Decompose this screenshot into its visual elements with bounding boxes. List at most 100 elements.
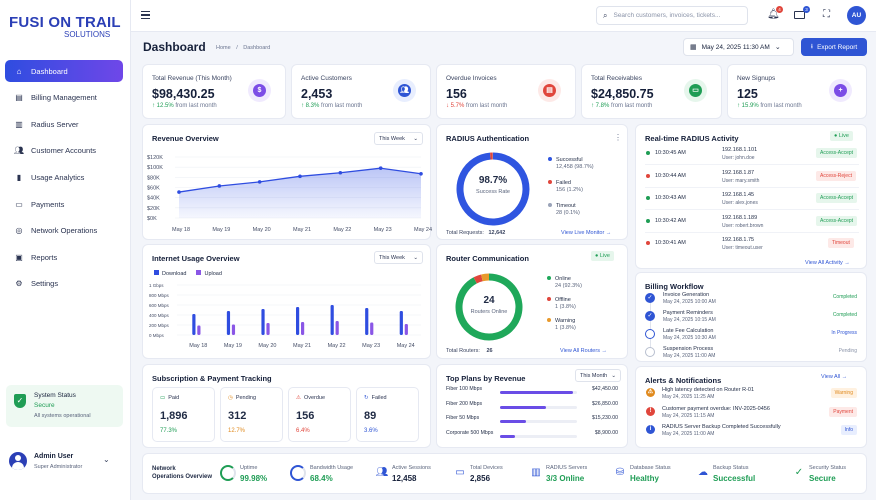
activity-status-badge: Timeout [828, 238, 854, 248]
y-tick-label: $0K [147, 216, 157, 222]
total-routers-label: Total Routers: [446, 348, 480, 354]
kpi-delta-value: 5.7% [450, 103, 465, 109]
netops-label: Active Sessions [392, 465, 431, 471]
revenue-point [378, 166, 383, 170]
netops-label: Backup Status [713, 465, 749, 471]
kpi-delta-value: 8.3% [305, 103, 320, 109]
status-dot-icon [646, 196, 650, 200]
network-ops-title-line1: Network [152, 466, 176, 472]
revenue-overview-card: Revenue Overview This Week ⌄ $120K $100K $8… [142, 124, 432, 240]
subscription-box-paid[interactable]: ▭ Paid 1,896 77.3% [152, 387, 215, 442]
invoice-icon: ▤ [538, 79, 561, 102]
netops-label: RADIUS Servers [546, 465, 588, 471]
x-tick-label: May 19 [212, 227, 230, 233]
user-menu[interactable]: Admin User Super Administrator ⌄ [6, 448, 123, 476]
network-ops-title-line2: Operations Overview [152, 474, 213, 480]
activity-time: 10:30:43 AM [655, 195, 686, 201]
legend-item: Failed 156 (1.2%) [548, 180, 583, 193]
export-report-button[interactable]: ⭳ Export Report [801, 38, 867, 56]
donut-slice [481, 273, 490, 282]
bell-icon[interactable]: 🔔︎ [767, 9, 780, 20]
sidebar-item-payments[interactable]: ▭ Payments [5, 193, 123, 215]
netops-value: 99.98% [240, 474, 268, 483]
view-live-monitor-link[interactable]: View Live Monitor → [561, 230, 611, 236]
activity-status-badge: Access-Reject [816, 170, 856, 181]
workflow-step-date: May 24, 2025 11:00 AM [663, 353, 716, 359]
y-tick-label: 400 Mbps [149, 313, 170, 318]
kpi-delta-value: 7.8% [595, 103, 610, 109]
usage-bar-upload [370, 322, 374, 335]
kpi-delta: ↑ 15.9% from last month [737, 103, 802, 109]
revenue-area [179, 168, 421, 218]
legend-label: Online [555, 276, 571, 282]
revenue-period-select[interactable]: This Week ⌄ [374, 132, 423, 145]
usage-period-select[interactable]: This Week ⌄ [374, 251, 423, 264]
sidebar-item-usage-analytics[interactable]: ▮ Usage Analytics [5, 166, 123, 188]
radius-auth-donut [456, 152, 530, 226]
breadcrumb: Home / Dashboard [216, 45, 270, 51]
more-icon[interactable]: ⋮ [614, 133, 622, 142]
sidebar-item-customer-accounts[interactable]: 👥︎ Customer Accounts [5, 140, 123, 162]
netops-value: Secure [809, 474, 836, 483]
y-tick-label: 600 Mbps [149, 303, 170, 308]
subscription-box-failed[interactable]: ↻ Failed 89 3.6% [356, 387, 419, 442]
plans-period-select[interactable]: This Month ⌄ [575, 369, 621, 382]
netops-value: Healthy [630, 474, 659, 483]
activity-ip: 192.168.1.87 [722, 169, 755, 176]
legend-value: 28 (0.1%) [556, 210, 580, 216]
kpi-title: Total Receivables [591, 75, 642, 82]
user-avatar[interactable]: AU [847, 6, 866, 25]
activity-ip: 192.168.1.101 [722, 147, 758, 153]
plan-revenue: $42,450.00 [592, 386, 618, 392]
breadcrumb-separator: / [236, 45, 238, 51]
netops-label: Uptime [240, 465, 258, 471]
total-routers-value: 26 [486, 348, 493, 354]
activity-ip: 192.168.1.75 [722, 237, 755, 243]
y-tick-label: $20K [147, 206, 160, 212]
live-badge: ● Live [830, 131, 853, 141]
workflow-step-status: Pending [838, 348, 857, 354]
sidebar-item-radius-server[interactable]: ▥ Radius Server [5, 113, 123, 135]
sidebar-item-reports[interactable]: ▣ Reports [5, 246, 123, 268]
subscription-box-overdue[interactable]: ⚠ Overdue 156 6.4% [288, 387, 351, 442]
activity-status-badge: Access-Accept [816, 148, 858, 158]
chevron-down-icon: ⌄ [413, 135, 418, 142]
search-input[interactable]: ⌕ Search customers, invoices, tickets... [596, 6, 748, 25]
arrow-up-icon: ↑ [737, 103, 742, 109]
system-status-state: Secure [34, 402, 55, 409]
legend-item: Successful 12,458 (98.7%) [548, 157, 594, 170]
kpi-card: Total Receivables $24,850.75 ↑ 7.8% from l… [581, 64, 722, 119]
sidebar-item-dashboard[interactable]: ⌂ Dashboard [5, 60, 123, 82]
uptime-ring-icon [220, 465, 236, 481]
sidebar-item-billing-management[interactable]: ▤ Billing Management [5, 87, 123, 109]
view-all-alerts-link[interactable]: View All → [821, 374, 847, 380]
arrow-right-icon: → [605, 230, 612, 236]
x-tick-label: May 20 [258, 343, 276, 349]
devices-icon: ▭ [455, 467, 465, 478]
kpi-delta-suffix: from last month [321, 103, 363, 109]
menu-icon[interactable] [141, 11, 150, 19]
sidebar-item-network-operations[interactable]: ◎ Network Operations [5, 220, 123, 242]
legend-dot-icon [548, 203, 552, 207]
kpi-card: New Signups 125 ↑ 15.9% from last month + [727, 64, 867, 119]
total-requests: Total Requests: 12,642 [446, 230, 505, 236]
view-all-routers-link[interactable]: View All Routers → [560, 348, 607, 354]
router-count: 24 [483, 295, 495, 306]
y-tick-label: 800 Mbps [149, 293, 170, 298]
breadcrumb-home[interactable]: Home [216, 45, 231, 51]
top-plans-card: Top Plans by Revenue This Month ⌄ Fiber 1… [436, 364, 628, 448]
sidebar-item-settings[interactable]: ⚙ Settings [5, 273, 123, 295]
alert-date: May 24, 2025 11:15 AM [662, 412, 715, 419]
kpi-value: 2,453 [301, 87, 333, 101]
subscription-box-pending[interactable]: ◷ Pending 312 12.7% [220, 387, 283, 442]
cloud-backup-icon: ☁ [698, 467, 708, 478]
alert-tag: Info [840, 425, 857, 435]
x-tick-label: May 18 [172, 227, 190, 233]
mail-icon[interactable] [794, 11, 805, 19]
legend-item: Timeout 28 (0.1%) [548, 203, 580, 216]
fullscreen-icon[interactable]: ⛶ [823, 9, 830, 20]
subscription-card: Subscription & Payment Tracking ▭ Paid 1,8… [142, 364, 431, 448]
system-status-detail: All systems operational [34, 413, 91, 419]
view-all-activity-link[interactable]: View All Activity → [805, 260, 850, 266]
date-picker[interactable]: ▦ May 24, 2025 11:30 AM ⌄ [683, 38, 794, 56]
